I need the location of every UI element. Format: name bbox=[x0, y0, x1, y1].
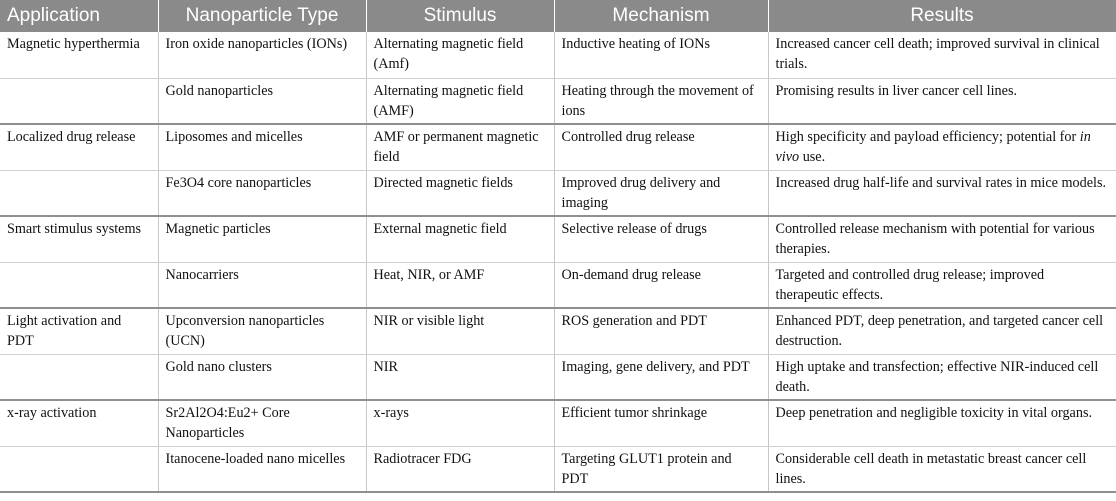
cell-stimulus: Alternating magnetic field (AMF) bbox=[365, 78, 554, 125]
cell-application: Localized drug release bbox=[0, 124, 158, 171]
cell-mechanism: Imaging, gene delivery, and PDT bbox=[553, 354, 768, 401]
cell-mechanism: ROS generation and PDT bbox=[553, 308, 768, 355]
cell-stimulus: x-rays bbox=[365, 400, 554, 447]
cell-results: Enhanced PDT, deep penetration, and targ… bbox=[767, 308, 1116, 355]
cell-nanoparticle: Iron oxide nanoparticles (IONs) bbox=[157, 32, 366, 79]
cell-mechanism: Selective release of drugs bbox=[553, 216, 768, 263]
cell-nanoparticle: Gold nano clusters bbox=[157, 354, 366, 401]
cell-nanoparticle: Sr2Al2O4:Eu2+ Core Nanoparticles bbox=[157, 400, 366, 447]
cell-application: Smart stimulus systems bbox=[0, 216, 158, 263]
cell-mechanism: Efficient tumor shrinkage bbox=[553, 400, 768, 447]
cell-results: Increased drug half-life and survival ra… bbox=[767, 170, 1116, 217]
cell-stimulus: NIR bbox=[365, 354, 554, 401]
table-row: Fe3O4 core nanoparticles Directed magnet… bbox=[0, 170, 1116, 217]
table-row: Gold nanoparticles Alternating magnetic … bbox=[0, 78, 1116, 125]
table-row: Light activation and PDT Upconversion na… bbox=[0, 308, 1116, 355]
cell-application: x-ray activation bbox=[0, 400, 158, 447]
results-text: High specificity and payload efficiency;… bbox=[775, 129, 1080, 145]
results-italic-text: in vivo bbox=[775, 129, 1091, 165]
cell-results: Controlled release mechanism with potent… bbox=[767, 216, 1116, 263]
cell-results: High specificity and payload efficiency;… bbox=[767, 124, 1116, 171]
cell-stimulus: NIR or visible light bbox=[365, 308, 554, 355]
cell-stimulus: Directed magnetic fields bbox=[365, 170, 554, 217]
table-row: Nanocarriers Heat, NIR, or AMF On-demand… bbox=[0, 262, 1116, 309]
cell-application: Magnetic hyperthermia bbox=[0, 32, 158, 79]
table-row: Localized drug release Liposomes and mic… bbox=[0, 124, 1116, 171]
cell-results: Deep penetration and negligible toxicity… bbox=[767, 400, 1116, 447]
cell-results: Increased cancer cell death; improved su… bbox=[767, 32, 1116, 79]
cell-results: Considerable cell death in metastatic br… bbox=[767, 446, 1116, 493]
table-body: Magnetic hyperthermia Iron oxide nanopar… bbox=[0, 32, 1116, 493]
cell-application: Light activation and PDT bbox=[0, 308, 158, 355]
cell-mechanism: On-demand drug release bbox=[553, 262, 768, 309]
header-results: Results bbox=[767, 0, 1116, 32]
cell-mechanism: Heating through the movement of ions bbox=[553, 78, 768, 125]
cell-application bbox=[0, 354, 158, 401]
cell-mechanism: Improved drug delivery and imaging bbox=[553, 170, 768, 217]
cell-nanoparticle: Itanocene-loaded nano micelles bbox=[157, 446, 366, 493]
cell-results: Promising results in liver cancer cell l… bbox=[767, 78, 1116, 125]
cell-mechanism: Targeting GLUT1 protein and PDT bbox=[553, 446, 768, 493]
cell-nanoparticle: Magnetic particles bbox=[157, 216, 366, 263]
cell-stimulus: Heat, NIR, or AMF bbox=[365, 262, 554, 309]
cell-nanoparticle: Fe3O4 core nanoparticles bbox=[157, 170, 366, 217]
cell-stimulus: Alternating magnetic field (Amf) bbox=[365, 32, 554, 79]
cell-results: Targeted and controlled drug release; im… bbox=[767, 262, 1116, 309]
header-row: Application Nanoparticle Type Stimulus M… bbox=[0, 0, 1116, 32]
cell-nanoparticle: Gold nanoparticles bbox=[157, 78, 366, 125]
table-header: Application Nanoparticle Type Stimulus M… bbox=[0, 0, 1116, 32]
table-row: Gold nano clusters NIR Imaging, gene del… bbox=[0, 354, 1116, 401]
cell-stimulus: AMF or permanent magnetic field bbox=[365, 124, 554, 171]
cell-application bbox=[0, 78, 158, 125]
table-row: Itanocene-loaded nano micelles Radiotrac… bbox=[0, 446, 1116, 493]
cell-mechanism: Controlled drug release bbox=[553, 124, 768, 171]
header-application: Application bbox=[0, 0, 159, 32]
cell-nanoparticle: Upconversion nanoparticles (UCN) bbox=[157, 308, 366, 355]
cell-application bbox=[0, 446, 158, 493]
header-stimulus: Stimulus bbox=[365, 0, 555, 32]
header-nanoparticle-type: Nanoparticle Type bbox=[157, 0, 367, 32]
results-text: use. bbox=[799, 149, 826, 165]
table-row: Smart stimulus systems Magnetic particle… bbox=[0, 216, 1116, 263]
cell-nanoparticle: Nanocarriers bbox=[157, 262, 366, 309]
cell-stimulus: Radiotracer FDG bbox=[365, 446, 554, 493]
header-mechanism: Mechanism bbox=[553, 0, 769, 32]
cell-results: High uptake and transfection; effective … bbox=[767, 354, 1116, 401]
cell-mechanism: Inductive heating of IONs bbox=[553, 32, 768, 79]
table-row: Magnetic hyperthermia Iron oxide nanopar… bbox=[0, 32, 1116, 79]
table-row: x-ray activation Sr2Al2O4:Eu2+ Core Nano… bbox=[0, 400, 1116, 447]
cell-application bbox=[0, 170, 158, 217]
cell-application bbox=[0, 262, 158, 309]
cell-nanoparticle: Liposomes and micelles bbox=[157, 124, 366, 171]
cell-stimulus: External magnetic field bbox=[365, 216, 554, 263]
